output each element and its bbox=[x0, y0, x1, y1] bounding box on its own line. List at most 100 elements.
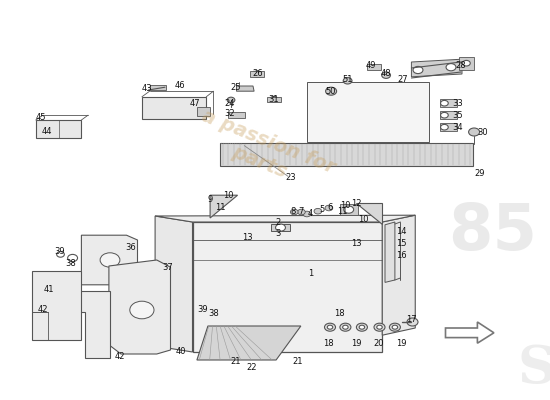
Text: 19: 19 bbox=[351, 340, 362, 348]
Circle shape bbox=[343, 78, 352, 84]
Text: 17: 17 bbox=[406, 316, 417, 324]
Polygon shape bbox=[340, 204, 358, 215]
Text: 32: 32 bbox=[224, 110, 235, 118]
Circle shape bbox=[382, 72, 390, 78]
Polygon shape bbox=[236, 86, 254, 91]
Text: 85: 85 bbox=[448, 201, 537, 263]
Circle shape bbox=[276, 224, 285, 231]
Circle shape bbox=[324, 323, 336, 331]
Circle shape bbox=[441, 124, 448, 130]
Text: 40: 40 bbox=[175, 347, 186, 356]
Text: S: S bbox=[517, 342, 550, 394]
Text: 39: 39 bbox=[54, 247, 65, 256]
Polygon shape bbox=[356, 203, 382, 224]
Text: 37: 37 bbox=[162, 263, 173, 272]
Text: 28: 28 bbox=[455, 62, 466, 70]
Polygon shape bbox=[197, 107, 210, 116]
Text: 44: 44 bbox=[41, 127, 52, 136]
Circle shape bbox=[441, 100, 448, 106]
Circle shape bbox=[100, 253, 120, 267]
Circle shape bbox=[303, 211, 311, 217]
Text: 1: 1 bbox=[308, 270, 314, 278]
Text: 4: 4 bbox=[308, 210, 314, 218]
Text: 11: 11 bbox=[337, 208, 348, 216]
Text: 43: 43 bbox=[142, 84, 153, 93]
Text: 49: 49 bbox=[366, 62, 377, 70]
Text: 51: 51 bbox=[342, 76, 353, 84]
Text: 26: 26 bbox=[252, 70, 263, 78]
Polygon shape bbox=[382, 215, 415, 335]
Text: 30: 30 bbox=[477, 128, 488, 137]
Text: 45: 45 bbox=[36, 114, 47, 122]
Text: 41: 41 bbox=[43, 286, 54, 294]
Circle shape bbox=[270, 96, 278, 102]
Text: 20: 20 bbox=[373, 340, 384, 348]
Text: 8: 8 bbox=[290, 207, 296, 216]
Polygon shape bbox=[36, 120, 81, 138]
Text: 7: 7 bbox=[299, 207, 304, 216]
Polygon shape bbox=[81, 235, 138, 285]
Circle shape bbox=[446, 64, 456, 71]
Text: 23: 23 bbox=[285, 174, 296, 182]
Text: 9: 9 bbox=[207, 195, 213, 204]
Polygon shape bbox=[142, 97, 206, 119]
Circle shape bbox=[325, 205, 333, 211]
Text: 24: 24 bbox=[224, 99, 235, 108]
Text: 42: 42 bbox=[37, 306, 48, 314]
Polygon shape bbox=[411, 59, 462, 77]
Text: 10: 10 bbox=[358, 215, 368, 224]
Text: 48: 48 bbox=[381, 70, 392, 78]
Text: 18: 18 bbox=[334, 310, 345, 318]
Circle shape bbox=[314, 208, 322, 214]
Circle shape bbox=[356, 323, 367, 331]
Polygon shape bbox=[192, 222, 382, 352]
Polygon shape bbox=[271, 224, 290, 231]
Polygon shape bbox=[440, 111, 456, 119]
Text: 46: 46 bbox=[175, 82, 186, 90]
Polygon shape bbox=[220, 143, 473, 166]
Circle shape bbox=[463, 60, 470, 66]
Polygon shape bbox=[385, 222, 395, 282]
Circle shape bbox=[389, 323, 400, 331]
Text: 21: 21 bbox=[293, 358, 304, 366]
Text: 39: 39 bbox=[197, 306, 208, 314]
Polygon shape bbox=[228, 112, 245, 118]
Circle shape bbox=[130, 301, 154, 319]
Circle shape bbox=[326, 87, 337, 95]
Text: 5: 5 bbox=[319, 206, 324, 214]
Circle shape bbox=[407, 318, 418, 326]
Polygon shape bbox=[307, 82, 429, 142]
Text: 47: 47 bbox=[190, 99, 201, 108]
Text: 10: 10 bbox=[223, 191, 234, 200]
Text: 38: 38 bbox=[65, 259, 76, 268]
Text: 31: 31 bbox=[268, 96, 279, 104]
Polygon shape bbox=[367, 64, 381, 70]
Polygon shape bbox=[150, 85, 166, 90]
Text: 13: 13 bbox=[242, 234, 253, 242]
Text: 16: 16 bbox=[396, 251, 407, 260]
Circle shape bbox=[392, 325, 398, 329]
Circle shape bbox=[344, 206, 354, 213]
Text: 21: 21 bbox=[230, 358, 241, 366]
Polygon shape bbox=[32, 271, 81, 340]
Text: 35: 35 bbox=[452, 111, 463, 120]
Text: 29: 29 bbox=[474, 170, 485, 178]
Polygon shape bbox=[155, 216, 192, 352]
Circle shape bbox=[469, 128, 480, 136]
Text: a passion for
parts: a passion for parts bbox=[190, 106, 338, 198]
Circle shape bbox=[343, 325, 348, 329]
Polygon shape bbox=[267, 97, 280, 102]
Polygon shape bbox=[197, 326, 301, 360]
Circle shape bbox=[298, 209, 305, 215]
Circle shape bbox=[377, 325, 382, 329]
Polygon shape bbox=[459, 57, 474, 70]
Text: 14: 14 bbox=[396, 227, 407, 236]
Circle shape bbox=[253, 71, 262, 77]
Text: 10: 10 bbox=[339, 202, 350, 210]
Text: 13: 13 bbox=[351, 240, 362, 248]
Text: 19: 19 bbox=[396, 340, 407, 348]
Text: 50: 50 bbox=[326, 87, 337, 96]
Text: 15: 15 bbox=[396, 239, 407, 248]
Text: 3: 3 bbox=[275, 230, 280, 238]
Polygon shape bbox=[48, 291, 110, 358]
